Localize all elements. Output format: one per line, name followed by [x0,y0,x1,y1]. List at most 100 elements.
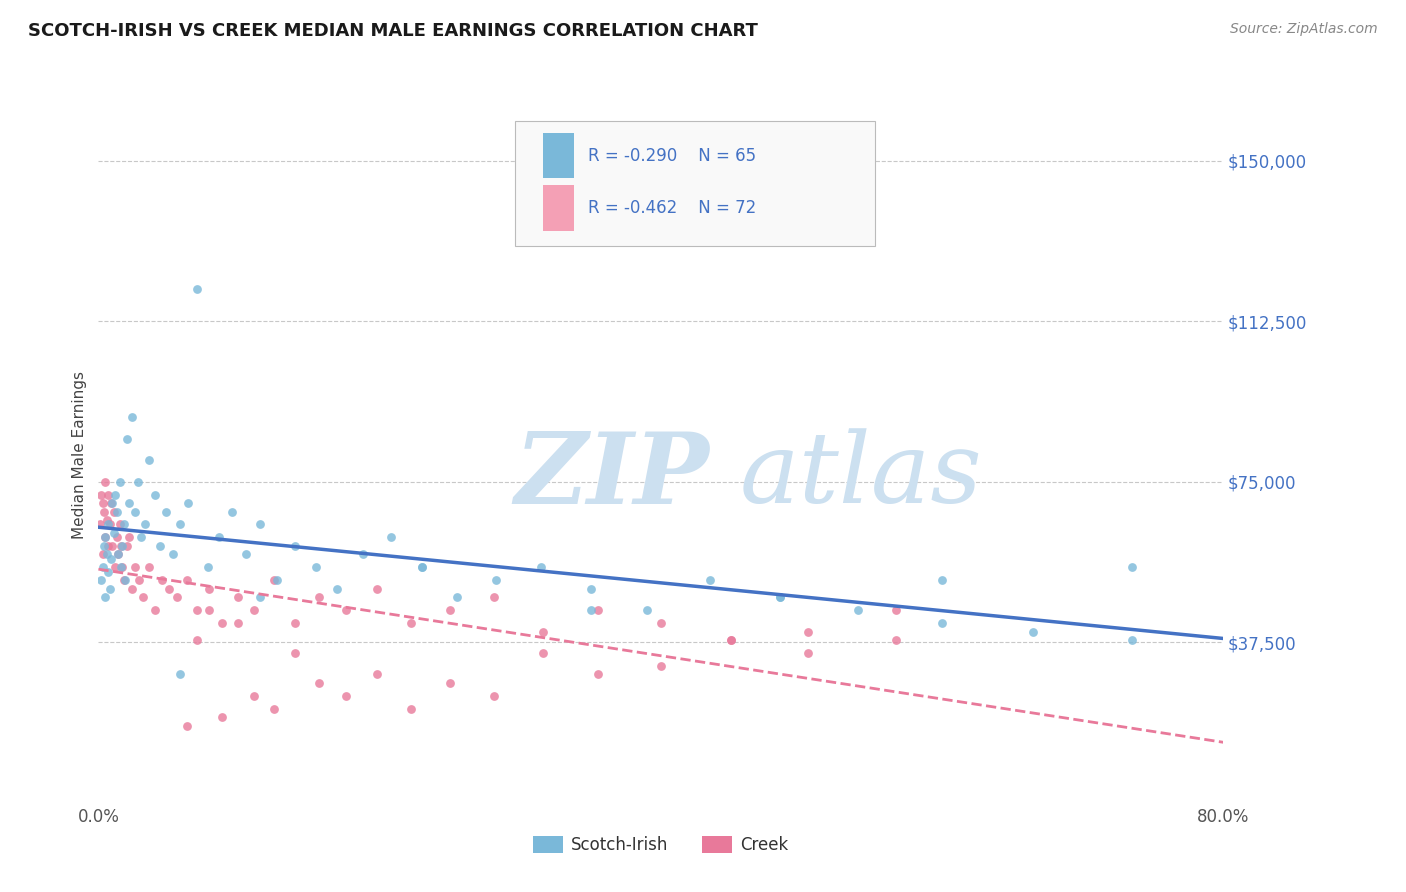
Point [100,496,122,510]
Point [308,676,330,690]
Point [366,582,388,596]
Point [105,505,128,519]
Point [101,496,124,510]
Point [197,560,219,574]
Point [579,582,602,596]
Point [931,615,953,630]
Point [107,548,129,562]
Point [108,517,131,532]
Point [90,573,112,587]
Point [485,573,508,587]
Point [263,573,285,587]
Point [650,615,672,630]
Point [96,548,118,562]
Point [112,517,135,532]
Point [94,530,117,544]
Point [176,719,198,733]
Point [720,633,742,648]
Point [157,582,180,596]
Point [699,573,721,587]
Point [97,565,120,579]
Point [129,530,152,544]
Point [266,573,288,587]
Point [235,548,257,562]
Point [439,603,461,617]
Point [531,624,554,639]
Point [198,603,221,617]
Point [112,573,135,587]
Point [884,603,907,617]
Point [366,667,388,681]
Text: R = -0.290    N = 65: R = -0.290 N = 65 [588,147,756,165]
Point [149,539,172,553]
Point [208,530,231,544]
Point [1022,624,1045,639]
Point [91,560,114,574]
Point [107,548,129,562]
Point [884,633,907,648]
Point [177,496,200,510]
Point [335,689,357,703]
Point [103,526,125,541]
Point [284,539,307,553]
Point [335,603,357,617]
Point [411,560,433,574]
Point [399,701,422,715]
Point [118,496,141,510]
Point [103,505,125,519]
Point [186,603,208,617]
Point [586,667,609,681]
Point [308,591,330,605]
Point [284,646,307,660]
Point [97,487,120,501]
Point [186,282,208,296]
Point [111,560,134,574]
Point [97,517,120,532]
Text: Source: ZipAtlas.com: Source: ZipAtlas.com [1230,22,1378,37]
Point [650,658,672,673]
Point [326,582,349,596]
Point [115,539,138,553]
Point [1121,633,1143,648]
Point [134,517,156,532]
Point [249,591,271,605]
Text: SCOTCH-IRISH VS CREEK MEDIAN MALE EARNINGS CORRELATION CHART: SCOTCH-IRISH VS CREEK MEDIAN MALE EARNIN… [28,22,758,40]
FancyBboxPatch shape [515,121,875,246]
Point [482,689,505,703]
Text: R = -0.462    N = 72: R = -0.462 N = 72 [588,199,756,217]
Point [100,551,122,566]
Point [1121,560,1143,574]
Point [124,560,146,574]
Point [104,560,127,574]
Point [169,517,191,532]
Point [98,517,121,532]
Point [769,591,792,605]
Point [249,517,271,532]
Point [94,591,117,605]
Point [769,591,792,605]
Point [90,487,112,501]
Point [118,530,141,544]
Point [531,646,554,660]
Point [93,505,115,519]
Point [530,560,553,574]
Point [352,548,374,562]
Point [186,633,208,648]
Point [198,582,221,596]
Point [124,505,146,519]
Point [132,591,155,605]
Point [114,573,136,587]
Point [143,603,166,617]
Point [439,676,461,690]
Point [108,475,131,489]
Point [89,517,111,532]
Point [169,667,191,681]
Y-axis label: Median Male Earnings: Median Male Earnings [72,371,87,539]
Point [284,615,307,630]
Point [110,560,132,574]
Point [211,710,233,724]
Point [101,539,124,553]
Point [138,453,160,467]
Point [105,530,128,544]
Point [211,615,233,630]
